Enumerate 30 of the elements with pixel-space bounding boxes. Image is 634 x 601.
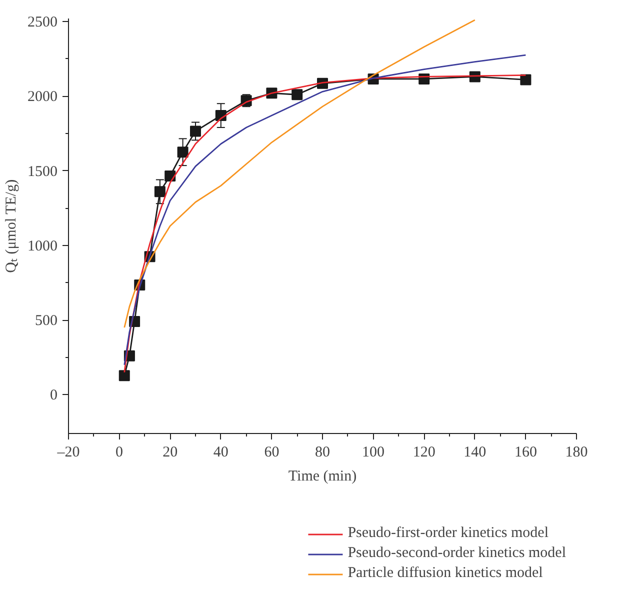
x-tick-label: 80 bbox=[315, 444, 330, 460]
point bbox=[177, 146, 188, 158]
x-tick-label: 20 bbox=[162, 444, 178, 460]
y-tick-label: 2000 bbox=[28, 89, 58, 106]
line-series bbox=[124, 19, 476, 328]
point bbox=[164, 170, 176, 182]
y-axis-title: Qₜ (μmol TE/g) bbox=[4, 179, 20, 273]
y-tick-label: 1000 bbox=[28, 238, 58, 254]
y-tick-label: 2500 bbox=[28, 14, 58, 30]
x-tick-label: 60 bbox=[264, 444, 280, 460]
point bbox=[118, 370, 130, 382]
y-tick-label: 1500 bbox=[28, 164, 58, 180]
y-tick-label: 500 bbox=[35, 313, 58, 330]
x-tick-label: 120 bbox=[412, 444, 436, 460]
point bbox=[154, 186, 166, 198]
x-axis-title: Time (min) bbox=[288, 468, 357, 484]
x-tick-label: 0 bbox=[116, 444, 124, 460]
x-tick-label: 100 bbox=[362, 444, 385, 460]
x-tick-label: –20 bbox=[56, 444, 80, 460]
legend-label: Particle diffusion kinetics model bbox=[348, 565, 543, 582]
x-tick-label: 140 bbox=[464, 444, 486, 460]
legend-label: Pseudo-first-order kinetics model bbox=[348, 525, 549, 542]
point bbox=[520, 74, 532, 86]
x-tick-label: 180 bbox=[565, 444, 588, 460]
x-tick-label: 40 bbox=[213, 444, 228, 460]
point bbox=[292, 89, 303, 100]
y-tick-label: 0 bbox=[50, 388, 58, 404]
point bbox=[190, 126, 201, 137]
legend-label: Pseudo-second-order kinetics model bbox=[348, 545, 566, 562]
x-tick-label: 160 bbox=[514, 444, 537, 460]
